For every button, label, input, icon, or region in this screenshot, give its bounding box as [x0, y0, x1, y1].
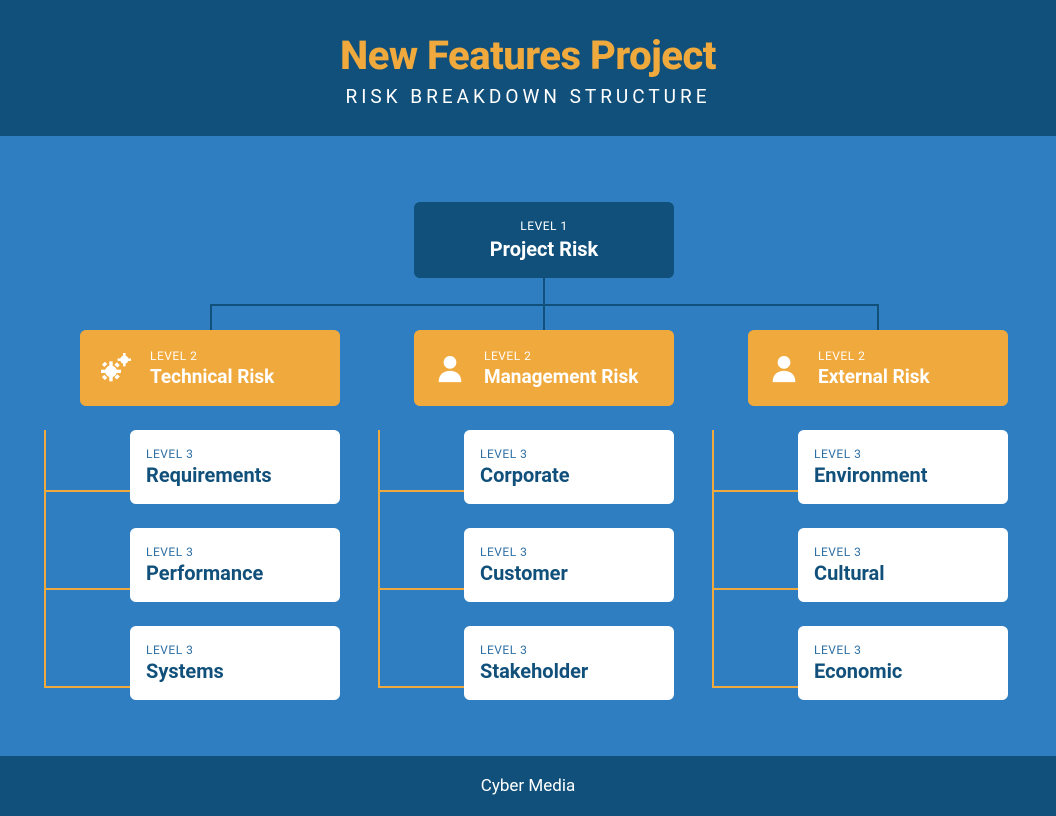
l3-level-label: LEVEL 3 [814, 447, 1008, 461]
branch-external: LEVEL 2 External Risk LEVEL 3 Environmen… [748, 330, 1008, 724]
gears-icon [96, 348, 136, 388]
l3-level-label: LEVEL 3 [146, 447, 340, 461]
page-title: New Features Project [0, 32, 1056, 79]
l3-area: LEVEL 3 Environment LEVEL 3 Cultural LEV… [748, 430, 1008, 700]
page-subtitle: RISK BREAKDOWN STRUCTURE [0, 85, 1056, 108]
l2-card-technical: LEVEL 2 Technical Risk [80, 330, 340, 406]
person-icon [764, 348, 804, 388]
l3-card: LEVEL 3 Corporate [464, 430, 674, 504]
l3-card: LEVEL 3 Environment [798, 430, 1008, 504]
l3-card: LEVEL 3 Performance [130, 528, 340, 602]
l2-title: External Risk [818, 365, 930, 388]
l3-title: Customer [480, 561, 674, 585]
l3-card: LEVEL 3 Cultural [798, 528, 1008, 602]
connector-line [378, 686, 464, 688]
l3-card: LEVEL 3 Systems [130, 626, 340, 700]
connector-line [44, 686, 130, 688]
footer: Cyber Media [0, 756, 1056, 816]
l3-title: Corporate [480, 463, 674, 487]
l3-title: Requirements [146, 463, 340, 487]
l3-area: LEVEL 3 Corporate LEVEL 3 Customer LEVEL… [414, 430, 674, 700]
connector-line [543, 278, 545, 304]
connector-line [210, 304, 212, 330]
l3-level-label: LEVEL 3 [480, 545, 674, 559]
l3-level-label: LEVEL 3 [146, 643, 340, 657]
footer-text: Cyber Media [481, 776, 575, 796]
l3-card: LEVEL 3 Customer [464, 528, 674, 602]
l3-title: Systems [146, 659, 340, 683]
connector-line [44, 430, 46, 688]
connector-line [44, 588, 130, 590]
root-node: LEVEL 1 Project Risk [414, 202, 674, 278]
l3-level-label: LEVEL 3 [480, 447, 674, 461]
connector-line [378, 588, 464, 590]
connector-line [378, 490, 464, 492]
l3-level-label: LEVEL 3 [814, 545, 1008, 559]
diagram-area: LEVEL 1 Project Risk [0, 154, 1056, 756]
l3-card: LEVEL 3 Stakeholder [464, 626, 674, 700]
connector-line [712, 686, 798, 688]
connector-line [712, 588, 798, 590]
connector-line [44, 490, 130, 492]
root-level-label: LEVEL 1 [520, 219, 567, 233]
connector-line [543, 304, 545, 330]
l2-title: Management Risk [484, 365, 638, 388]
connector-line [712, 490, 798, 492]
connector-line [378, 430, 380, 688]
l3-card: LEVEL 3 Requirements [130, 430, 340, 504]
l3-title: Stakeholder [480, 659, 674, 683]
branch-management: LEVEL 2 Management Risk LEVEL 3 Corporat… [414, 330, 674, 724]
l3-level-label: LEVEL 3 [814, 643, 1008, 657]
root-title: Project Risk [490, 237, 598, 261]
connector-line [712, 430, 714, 688]
l2-card-management: LEVEL 2 Management Risk [414, 330, 674, 406]
l2-title: Technical Risk [150, 365, 274, 388]
l2-level-label: LEVEL 2 [484, 349, 638, 363]
l3-title: Environment [814, 463, 1008, 487]
l3-title: Economic [814, 659, 1008, 683]
l2-card-external: LEVEL 2 External Risk [748, 330, 1008, 406]
l3-level-label: LEVEL 3 [480, 643, 674, 657]
l3-level-label: LEVEL 3 [146, 545, 340, 559]
l2-level-label: LEVEL 2 [818, 349, 930, 363]
branch-technical: LEVEL 2 Technical Risk LEVEL 3 Requireme… [80, 330, 340, 724]
l2-level-label: LEVEL 2 [150, 349, 274, 363]
l3-title: Cultural [814, 561, 1008, 585]
connector-line [877, 304, 879, 330]
header: New Features Project RISK BREAKDOWN STRU… [0, 0, 1056, 136]
l3-title: Performance [146, 561, 340, 585]
l3-area: LEVEL 3 Requirements LEVEL 3 Performance… [80, 430, 340, 700]
person-icon [430, 348, 470, 388]
page: New Features Project RISK BREAKDOWN STRU… [0, 0, 1056, 816]
l3-card: LEVEL 3 Economic [798, 626, 1008, 700]
